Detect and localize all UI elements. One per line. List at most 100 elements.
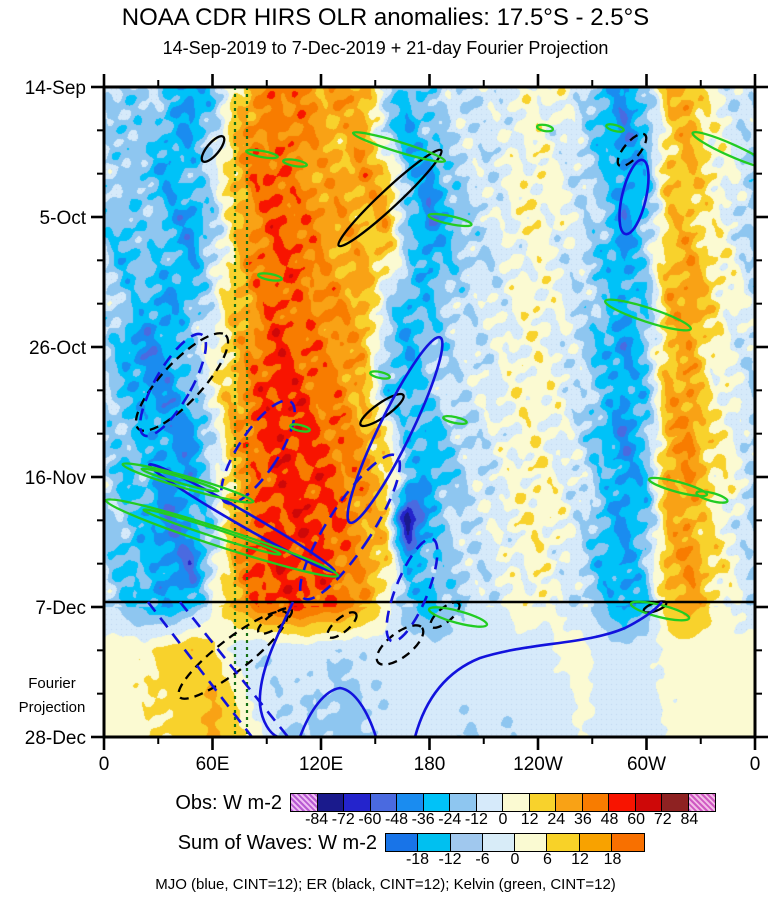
colorbar-tick-label: -12: [438, 851, 462, 868]
colorbar-segment: [397, 794, 424, 811]
mjo-wave-contour: [146, 601, 254, 737]
mjo-wave-contour: [413, 601, 663, 737]
colorbar-tick-label: -36: [411, 811, 435, 828]
colorbar-segment: [423, 794, 450, 811]
colorbar-tick-label: 0: [498, 811, 508, 828]
colorbar-tick-label: 0: [510, 851, 520, 868]
colorbar-tick-label: -84: [305, 811, 329, 828]
kelvin-wave-contour: [691, 130, 755, 170]
kelvin-wave-contour: [104, 498, 340, 578]
kelvin-wave-contour: [257, 272, 283, 282]
colorbar-tick-label: 18: [603, 851, 622, 868]
kelvin-wave-contour: [442, 414, 468, 426]
kelvin-wave-contour: [695, 490, 729, 504]
er-wave-contour: [616, 132, 648, 168]
colorbar-tick-label: 12: [520, 811, 539, 828]
colorbar-segment: [482, 834, 515, 851]
x-axis-label: 180: [414, 754, 446, 775]
x-axis-label: 0: [750, 754, 761, 775]
x-axis-label: 120W: [513, 754, 563, 775]
y-axis-label: 16-Nov: [25, 468, 87, 489]
colorbar-segment: [515, 834, 548, 851]
colorbar-segment: [662, 794, 689, 811]
colorbar-tick-label: 24: [547, 811, 566, 828]
colorbar-tick-label: -24: [438, 811, 462, 828]
colorbar-tick-label: 60: [627, 811, 646, 828]
mjo-wave-contour: [138, 332, 208, 438]
mjo-wave-contour: [258, 601, 295, 737]
colorbar-tick-label: 12: [571, 851, 589, 868]
colorbar-segment: [635, 794, 662, 811]
obs-colorbar-label: Obs: W m-2: [175, 792, 282, 814]
mjo-wave-contour: [178, 601, 290, 737]
kelvin-wave-contour: [369, 370, 391, 380]
colorbar-tick-label: -18: [405, 851, 430, 868]
wave-annotations: [104, 123, 755, 737]
mjo-wave-contour: [298, 686, 378, 737]
colorbar-segment: [547, 834, 580, 851]
colorbar-segment: [529, 794, 556, 811]
kelvin-wave-contour: [282, 158, 308, 168]
x-axis-label: 120E: [299, 754, 343, 775]
colorbar-segment: [291, 794, 318, 811]
fourier-projection-label: Fourier Projection: [18, 675, 86, 716]
er-wave-contour: [326, 611, 358, 639]
sum-of-waves-colorbar: [385, 833, 645, 852]
y-axis-label: 7-Dec: [35, 598, 86, 619]
colorbar-segment: [503, 794, 530, 811]
colorbar-segment: [386, 834, 419, 851]
mjo-wave-contour: [346, 335, 444, 525]
kelvin-wave-contour: [427, 212, 473, 228]
colorbar-segment: [611, 834, 644, 851]
colorbar-segment: [370, 794, 397, 811]
colorbar-tick-label: -60: [358, 811, 382, 828]
kelvin-wave-contour: [647, 476, 709, 498]
figure-subtitle: 14-Sep-2019 to 7-Dec-2019 + 21-day Fouri…: [162, 38, 609, 58]
kelvin-wave-contour: [121, 462, 255, 504]
colorbar-tick-label: -48: [384, 811, 409, 828]
colorbar-tick-label: -12: [464, 811, 488, 828]
kelvin-wave-contour: [245, 148, 279, 160]
er-wave-contour: [134, 332, 230, 432]
colorbar-tick-label: 36: [573, 811, 592, 828]
colorbar-tick-label: -6: [475, 851, 490, 868]
colorbar-tick-label: 84: [680, 811, 699, 828]
colorbar-segment: [556, 794, 583, 811]
obs-colorbar: [290, 793, 716, 812]
mjo-wave-contour: [618, 158, 650, 236]
er-wave-contour: [337, 148, 443, 248]
kelvin-wave-contour: [603, 298, 693, 332]
kelvin-wave-contour: [142, 508, 282, 556]
colorbar-segment: [476, 794, 503, 811]
y-axis-label: 14-Sep: [25, 78, 86, 99]
colorbar-tick-label: -72: [331, 811, 355, 828]
y-axis-label: 26-Oct: [29, 338, 87, 359]
mjo-wave-contour: [219, 399, 297, 505]
colorbar-segment: [344, 794, 371, 811]
mjo-wave-contour: [298, 453, 402, 601]
plot-frame: [102, 85, 757, 739]
kelvin-wave-contour: [351, 131, 447, 163]
kelvin-wave-contour: [427, 606, 489, 628]
sum-of-waves-colorbar-label: Sum of Waves: W m-2: [177, 832, 377, 854]
colorbar-tick-label: 6: [543, 851, 552, 868]
colorbar-tick-label: 72: [653, 811, 672, 828]
colorbar-segment: [688, 794, 715, 811]
kelvin-wave-contour: [629, 600, 691, 622]
mjo-wave-contour: [385, 537, 439, 643]
colorbar-segment: [418, 834, 451, 851]
er-wave-contour: [375, 624, 425, 666]
er-wave-contour: [200, 135, 226, 163]
colorbar-segment: [317, 794, 344, 811]
er-wave-contour: [359, 392, 405, 428]
y-axis-label: 5-Oct: [40, 208, 87, 229]
kelvin-wave-contour: [140, 467, 220, 493]
colorbar-segment: [582, 794, 609, 811]
colorbar-segment: [450, 834, 483, 851]
colorbar-segment: [579, 834, 612, 851]
colorbar-tick-label: 48: [600, 811, 619, 828]
x-axis-label: 60E: [196, 754, 230, 775]
y-axis-label: 28-Dec: [25, 728, 86, 749]
x-axis-label: 0: [99, 754, 110, 775]
